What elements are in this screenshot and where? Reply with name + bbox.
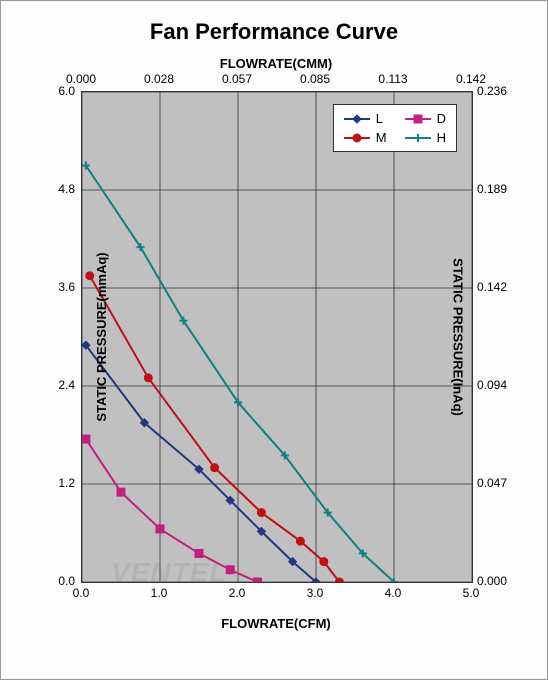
xtick-bottom: 3.0 [307, 586, 324, 600]
legend-marker-L [344, 112, 370, 126]
series-M [90, 276, 340, 582]
xtick-bottom: 5.0 [463, 586, 480, 600]
legend: L D M H [333, 104, 457, 152]
xtick-top: 0.057 [222, 72, 252, 86]
left-axis-label: STATIC PRESSURE(mmAq) [94, 252, 109, 421]
ytick-right: 0.094 [477, 378, 507, 392]
legend-label-M: M [376, 130, 387, 145]
plot-svg [82, 92, 472, 582]
marker-D [117, 488, 125, 496]
legend-label-D: D [437, 111, 446, 126]
ytick-right: 0.236 [477, 84, 507, 98]
ytick-left: 2.4 [58, 378, 75, 392]
marker-D [156, 525, 164, 533]
marker-M [86, 272, 94, 280]
marker-D [82, 435, 90, 443]
ytick-right: 0.047 [477, 476, 507, 490]
ytick-left: 3.6 [58, 280, 75, 294]
ytick-left: 1.2 [58, 476, 75, 490]
marker-M [320, 558, 328, 566]
marker-D [226, 566, 234, 574]
legend-item-M: M [344, 130, 387, 145]
plot-area: L D M H STATIC PRESSURE(mmAq) STATIC PRESSU… [81, 91, 473, 583]
marker-M [335, 578, 343, 582]
right-axis-label: STATIC PRESSURE(InAq) [451, 258, 466, 416]
chart-title: Fan Performance Curve [1, 1, 547, 45]
ytick-left: 0.0 [58, 574, 75, 588]
ytick-left: 6.0 [58, 84, 75, 98]
series-H [86, 166, 394, 583]
ytick-right: 0.000 [477, 574, 507, 588]
ytick-right: 0.189 [477, 182, 507, 196]
legend-marker-M [344, 131, 370, 145]
marker-D [254, 578, 262, 582]
ytick-left: 4.8 [58, 182, 75, 196]
chart-card: Fan Performance Curve FLOWRATE(CMM) L D M H… [0, 0, 548, 680]
marker-D [195, 549, 203, 557]
marker-M [211, 464, 219, 472]
marker-M [296, 537, 304, 545]
legend-label-L: L [376, 111, 383, 126]
xtick-bottom: 2.0 [229, 586, 246, 600]
xtick-bottom: 0.0 [73, 586, 90, 600]
series-D [86, 439, 258, 582]
legend-item-H: H [405, 130, 446, 145]
legend-marker-H [405, 131, 431, 145]
chart-area: FLOWRATE(CMM) L D M H STATIC PRESSURE(mmAq)… [81, 56, 471, 616]
legend-label-H: H [437, 130, 446, 145]
legend-item-D: D [405, 111, 446, 126]
ytick-right: 0.142 [477, 280, 507, 294]
marker-M [257, 509, 265, 517]
bottom-axis-label: FLOWRATE(CFM) [81, 616, 471, 666]
top-axis-label: FLOWRATE(CMM) [81, 56, 471, 71]
legend-item-L: L [344, 111, 387, 126]
legend-marker-D [405, 112, 431, 126]
xtick-top: 0.028 [144, 72, 174, 86]
xtick-top: 0.113 [378, 72, 407, 86]
marker-M [144, 374, 152, 382]
xtick-bottom: 1.0 [151, 586, 168, 600]
xtick-bottom: 4.0 [385, 586, 402, 600]
xtick-top: 0.085 [300, 72, 330, 86]
series-L [86, 345, 316, 582]
